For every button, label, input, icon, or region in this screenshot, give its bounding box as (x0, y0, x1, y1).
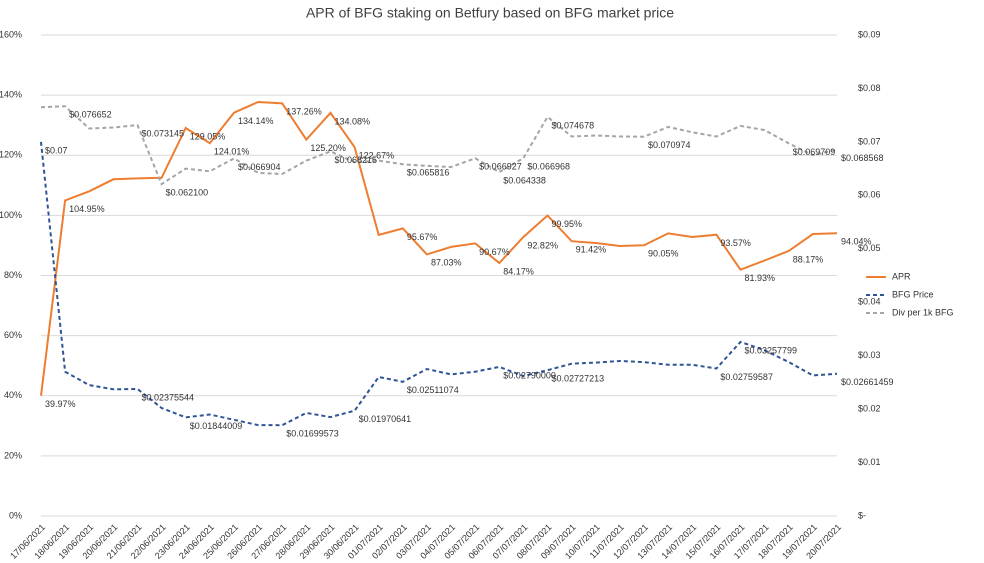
y2-tick-label: $- (858, 510, 866, 520)
data-label: $0.03257799 (745, 345, 798, 355)
data-label: $0.02790000 (503, 370, 556, 380)
data-label: $0.065816 (407, 168, 450, 178)
data-label: $0.01970641 (359, 414, 412, 424)
data-label: $0.07 (45, 145, 68, 155)
data-label: 81.93% (745, 273, 776, 283)
data-label: $0.074678 (552, 120, 595, 130)
y-tick-label: 140% (0, 90, 22, 100)
data-label: $0.01844009 (190, 421, 243, 431)
data-label: $0.02727213 (552, 374, 605, 384)
y-tick-label: 80% (4, 270, 22, 280)
legend-label: BFG Price (892, 289, 934, 299)
data-label: 90.67% (479, 247, 510, 257)
y2-tick-label: $0.09 (858, 29, 881, 39)
y2-tick-label: $0.08 (858, 83, 881, 93)
chart-title: APR of BFG staking on Betfury based on B… (306, 5, 674, 21)
data-label: $0.068215 (334, 155, 377, 165)
data-label: $0.066927 (479, 162, 522, 172)
data-label: $0.02759587 (720, 372, 773, 382)
data-label: $0.01699573 (286, 429, 339, 439)
series-line (40, 105, 838, 186)
data-label: 95.67% (407, 232, 438, 242)
data-label: 122.67% (359, 151, 395, 161)
data-label: 90.05% (648, 249, 679, 259)
data-label: 124.01% (214, 147, 250, 157)
data-label: $0.062100 (166, 187, 209, 197)
data-label: 39.97% (45, 399, 76, 409)
data-label: 91.42% (576, 245, 607, 255)
y-tick-label: 20% (4, 450, 22, 460)
y2-tick-label: $0.02 (858, 403, 881, 413)
data-label: $0.066904 (238, 162, 281, 172)
data-label: 134.14% (238, 116, 274, 126)
legend-label: Div per 1k BFG (892, 307, 954, 317)
data-label: 84.17% (503, 266, 534, 276)
data-label: $0.066968 (527, 161, 570, 171)
data-label: 134.08% (334, 116, 370, 126)
y-tick-label: 160% (0, 29, 22, 39)
data-label: $0.070974 (648, 140, 691, 150)
data-label: $0.02661459 (841, 377, 894, 387)
data-label: $0.064338 (503, 176, 546, 186)
y2-tick-label: $0.05 (858, 243, 881, 253)
y2-tick-label: $0.03 (858, 350, 881, 360)
y-tick-label: 40% (4, 390, 22, 400)
series-line (40, 141, 838, 427)
data-label: 129.05% (190, 131, 226, 141)
y2-tick-label: $0.07 (858, 136, 881, 146)
data-label: $0.073145 (141, 128, 184, 138)
data-label: $0.02375544 (141, 392, 194, 402)
data-label: 88.17% (793, 254, 824, 264)
data-label: $0.068568 (841, 153, 884, 163)
y-tick-label: 60% (4, 330, 22, 340)
y-tick-label: 0% (9, 510, 22, 520)
data-label: $0.076652 (69, 110, 112, 120)
series-line (40, 100, 838, 396)
data-label: $0.069709 (793, 147, 836, 157)
y2-tick-label: $0.01 (858, 457, 881, 467)
y2-tick-label: $0.04 (858, 297, 881, 307)
data-label: $0.02511074 (407, 385, 459, 395)
data-label: 92.82% (527, 240, 558, 250)
data-label: 94.04% (841, 237, 872, 247)
y-tick-label: 100% (0, 210, 22, 220)
data-label: 87.03% (431, 258, 462, 268)
y-tick-label: 120% (0, 150, 22, 160)
y2-tick-label: $0.06 (858, 190, 881, 200)
data-label: 125.20% (310, 143, 346, 153)
data-label: 99.95% (552, 219, 583, 229)
data-label: 93.57% (720, 238, 751, 248)
data-label: 104.95% (69, 204, 105, 214)
legend-label: APR (892, 271, 911, 281)
data-label: 137.26% (286, 107, 322, 117)
